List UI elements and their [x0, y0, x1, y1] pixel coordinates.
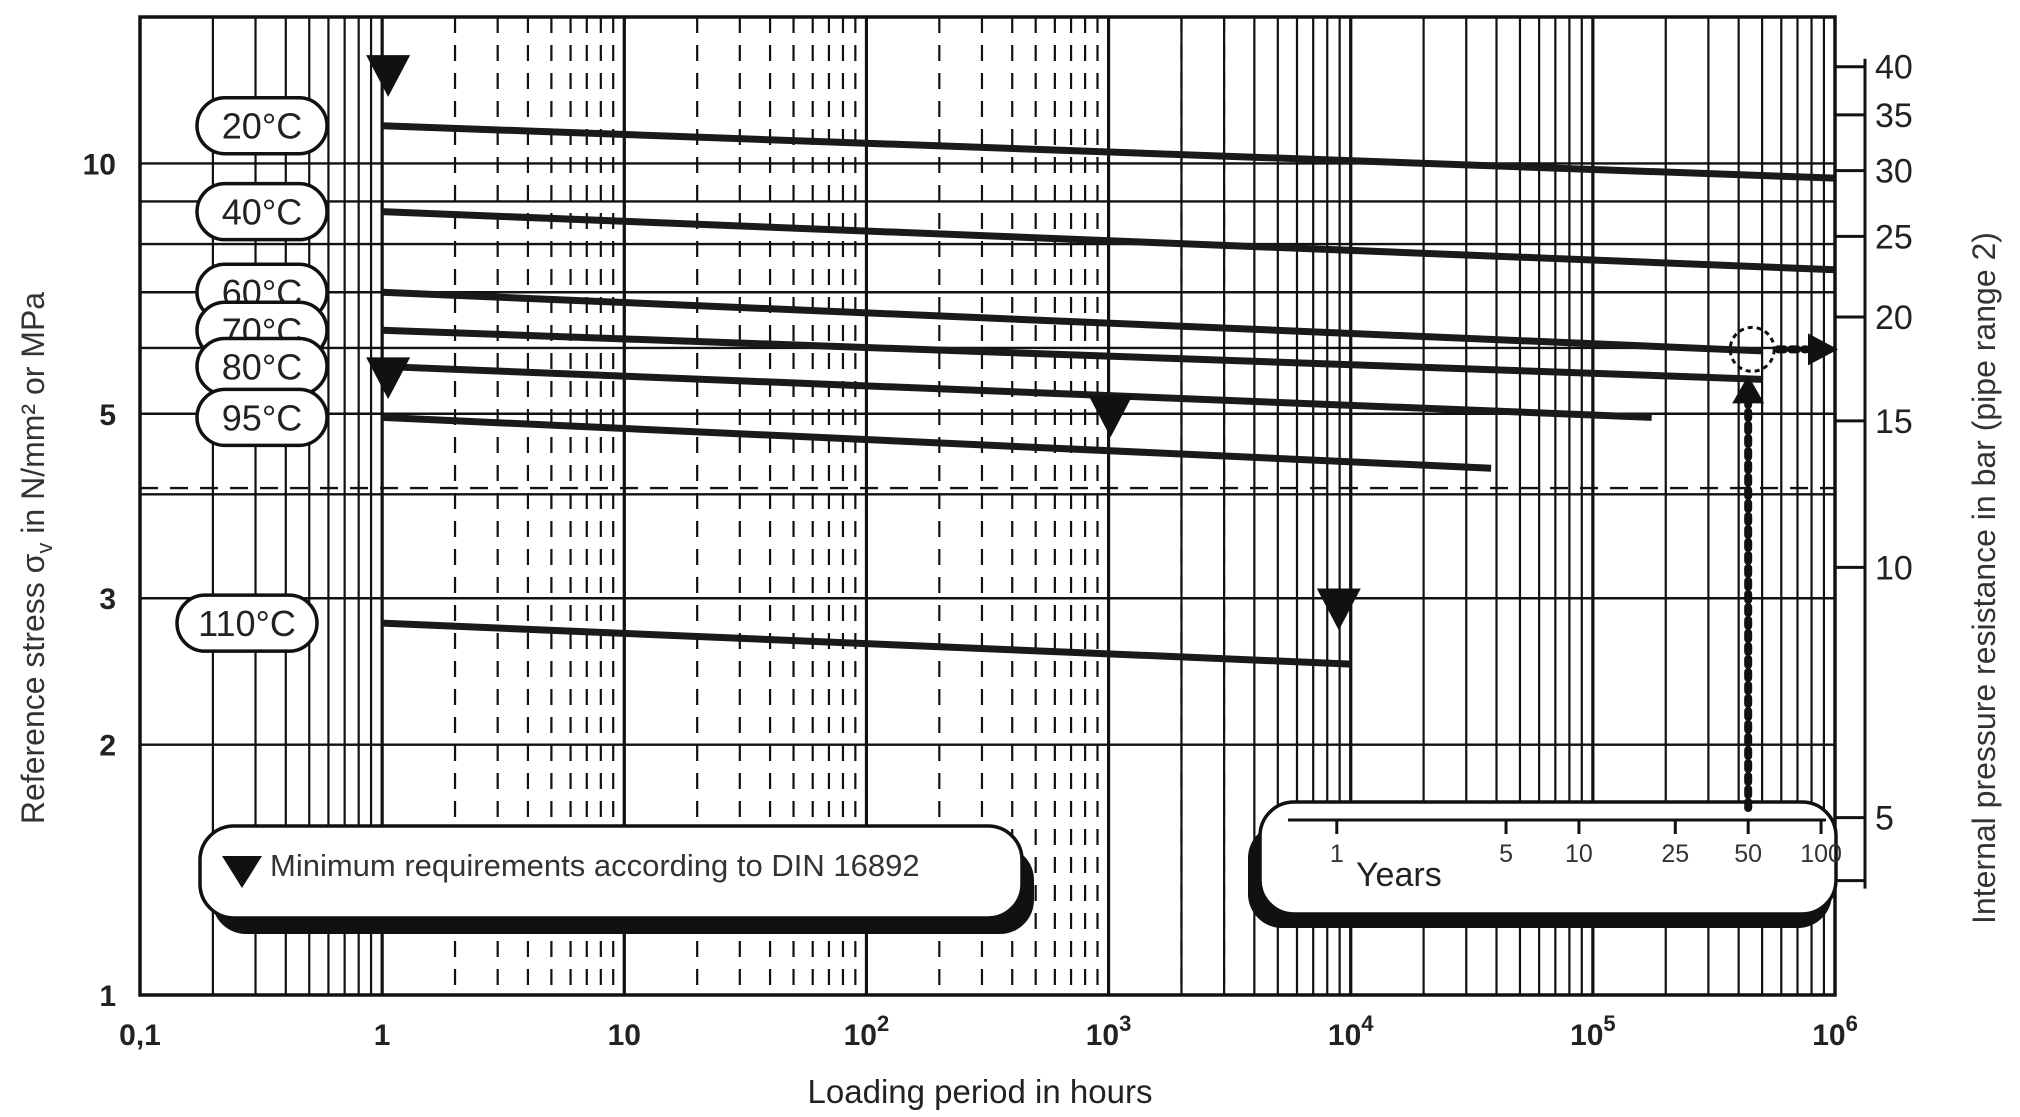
temperature-label-text: 80°C	[222, 346, 302, 387]
x-tick-exponent: 6	[1846, 1011, 1858, 1036]
temperature-label: 80°C	[195, 336, 329, 397]
legend-text: Minimum requirements according to DIN 16…	[270, 848, 920, 883]
annotation-right-arrowhead	[1808, 333, 1838, 366]
temperature-label-text: 40°C	[222, 192, 302, 233]
x-tick-base: 0,1	[119, 1019, 161, 1052]
min-requirement-marker	[366, 357, 411, 400]
legend-marker-icon	[222, 856, 262, 888]
y-axis-label-main: Reference stress σ	[15, 553, 51, 824]
y-tick-label: 2	[99, 730, 116, 763]
x-tick-label: 105	[1570, 1011, 1616, 1052]
x-tick-label: 103	[1086, 1011, 1132, 1052]
y-tick-label: 5	[99, 399, 116, 432]
x-tick-exponent: 2	[877, 1011, 889, 1036]
series-line	[382, 362, 1652, 421]
series-line	[382, 122, 1836, 182]
temperature-label-text: 110°C	[198, 603, 296, 644]
y2-tick-label: 5	[1875, 800, 1894, 838]
years-tick-label: 1	[1330, 840, 1344, 868]
years-tick-label: 100	[1800, 840, 1842, 868]
y2-tick-label: 30	[1875, 153, 1913, 191]
min-requirement-marker	[366, 55, 411, 97]
y2-tick-label: 10	[1875, 549, 1913, 587]
x-tick-label: 102	[844, 1011, 890, 1052]
x-tick-base: 10	[844, 1019, 877, 1052]
temperature-label-pill	[195, 181, 329, 242]
series-line	[382, 326, 1763, 383]
years-tick-label: 50	[1734, 840, 1762, 868]
legend-box	[198, 824, 1024, 920]
min-requirement-marker	[1088, 395, 1133, 438]
y-axis-label: Reference stress σv in N/mm² or MPa	[15, 292, 57, 824]
temperature-label: 40°C	[195, 181, 329, 242]
plot-border	[138, 15, 1837, 997]
years-label: Years	[1356, 856, 1442, 894]
series-line	[382, 208, 1836, 274]
lifetime-annotation	[1728, 325, 1838, 812]
axes: 0,1 1 10 102 103 104 105 1061235104035302520151…	[83, 49, 1913, 1052]
temperature-label-text: 20°C	[222, 106, 302, 147]
x-tick-label: 104	[1328, 1011, 1374, 1052]
y2-tick-label: 25	[1875, 218, 1913, 256]
x-tick-base: 10	[1812, 1019, 1845, 1052]
annotation-up-arrowhead	[1732, 375, 1765, 404]
years-scale: 1 5 10 25 50 100 Years	[1248, 800, 1842, 928]
plot-frame	[138, 15, 1837, 997]
minimum-requirement-markers	[366, 55, 1361, 631]
x-tick-label: 0,1	[119, 1019, 161, 1052]
x-tick-label: 1	[374, 1019, 391, 1052]
years-tick-label: 10	[1565, 840, 1593, 868]
x-tick-base: 10	[1328, 1019, 1361, 1052]
years-box	[1258, 800, 1838, 916]
y-tick-label: 1	[99, 980, 116, 1013]
temperature-label-text: 95°C	[222, 397, 302, 438]
x-tick-base: 1	[374, 1019, 391, 1052]
x-axis-label: Loading period in hours	[808, 1073, 1153, 1110]
temperature-label-pill	[175, 593, 319, 653]
series-line	[381, 288, 1763, 355]
y-tick-label: 3	[99, 583, 116, 616]
temperature-label-pill	[195, 387, 329, 448]
x-tick-base: 10	[1086, 1019, 1119, 1052]
y2-tick-label: 40	[1875, 49, 1913, 87]
years-tick-label: 5	[1499, 840, 1513, 868]
x-tick-base: 10	[1570, 1019, 1603, 1052]
data-series	[381, 122, 1836, 668]
legend: Minimum requirements according to DIN 16…	[198, 824, 1034, 934]
temperature-label: 110°C	[175, 593, 319, 653]
min-requirement-marker	[1316, 588, 1361, 631]
years-tick-label: 25	[1661, 840, 1689, 868]
temperature-label: 20°C	[195, 95, 329, 156]
x-tick-exponent: 4	[1361, 1011, 1374, 1036]
y2-tick-label: 20	[1875, 299, 1913, 337]
y-tick-label: 10	[83, 148, 116, 181]
y-axis-label-sub: v	[32, 543, 57, 554]
x-tick-label: 106	[1812, 1011, 1858, 1052]
series-line	[381, 413, 1492, 472]
series-line	[381, 619, 1351, 668]
x-tick-exponent: 5	[1603, 1011, 1615, 1036]
temperature-label: 95°C	[195, 387, 329, 448]
y2-tick-label: 35	[1875, 97, 1913, 135]
x-tick-label: 10	[608, 1019, 641, 1052]
x-tick-exponent: 3	[1119, 1011, 1131, 1036]
temperature-label-pill	[195, 95, 329, 156]
x-tick-base: 10	[608, 1019, 641, 1052]
y-axis-label-rest: in N/mm² or MPa	[15, 292, 51, 543]
y2-axis-label: Internal pressure resistance in bar (pip…	[1966, 232, 2002, 924]
y2-tick-label: 15	[1875, 403, 1913, 441]
